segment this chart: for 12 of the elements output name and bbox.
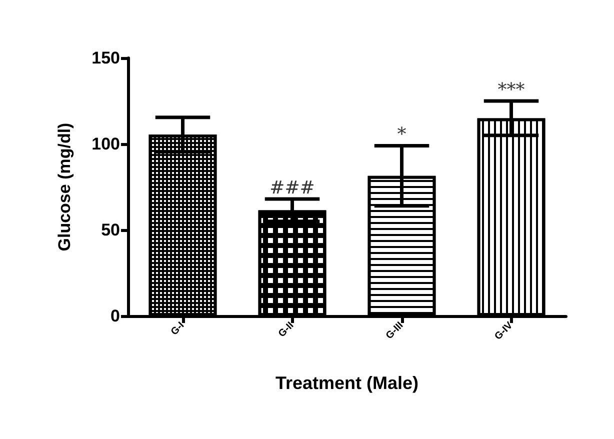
x-tick-label: G-III xyxy=(384,320,406,342)
x-tick-label: G-II xyxy=(276,320,296,340)
y-tick-label: 0 xyxy=(110,306,120,326)
x-axis-title: Treatment (Male) xyxy=(275,373,419,393)
annotation: * xyxy=(397,124,406,146)
y-tick-label: 150 xyxy=(92,48,120,68)
annotation: ### xyxy=(270,178,315,199)
y-tick-label: 50 xyxy=(101,220,120,240)
y-axis-title: Glucose (mg/dl) xyxy=(55,122,74,252)
x-tick-label: G-I xyxy=(169,320,187,338)
annotation: *** xyxy=(498,80,525,100)
y-tick-label: 100 xyxy=(92,134,120,154)
